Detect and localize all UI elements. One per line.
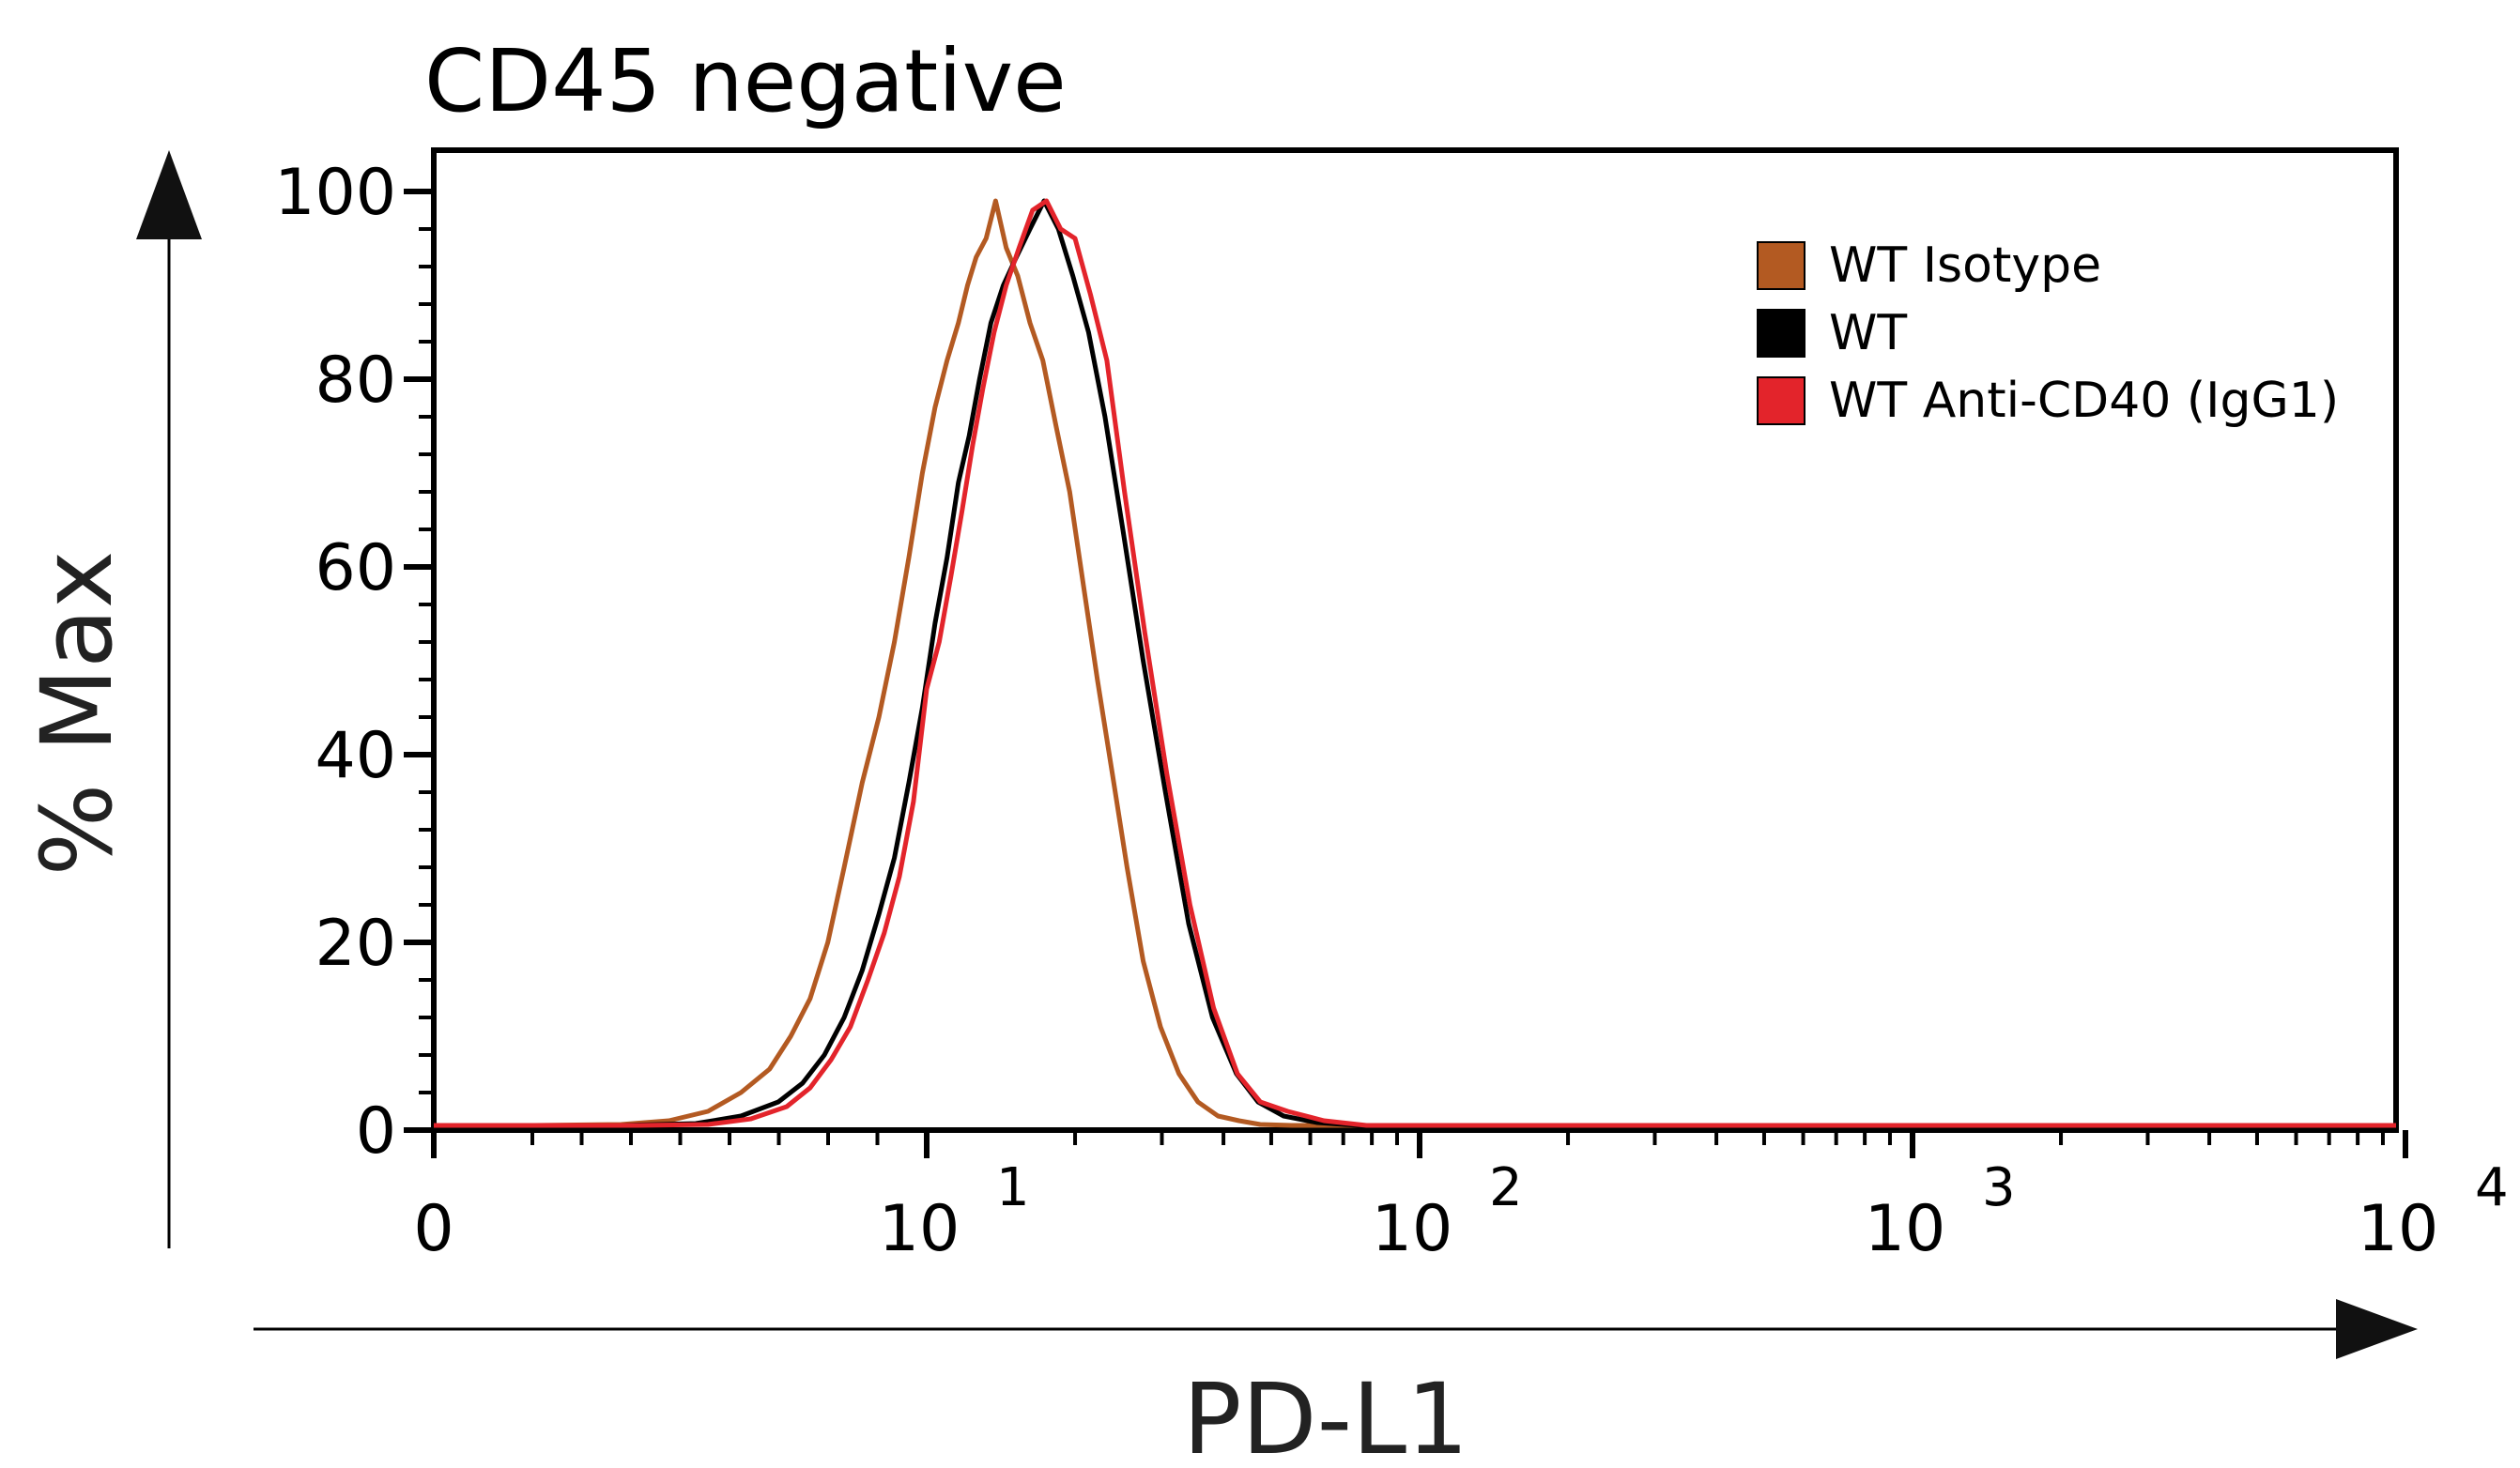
x-tick-label: 0 xyxy=(413,1192,453,1266)
x-tick-label: 10 xyxy=(2358,1192,2439,1266)
legend-swatch xyxy=(1757,241,1805,290)
x-axis-label: PD-L1 xyxy=(1183,1362,1468,1468)
x-tick-exponent: 4 xyxy=(2475,1157,2509,1218)
legend: WT Isotype WT WT Anti-CD40 (IgG1) xyxy=(1757,237,2339,429)
series-line-2 xyxy=(434,198,2396,1128)
y-tick-label: 20 xyxy=(315,907,396,981)
chart-title: CD45 negative xyxy=(424,31,1067,131)
legend-label: WT Anti-CD40 (IgG1) xyxy=(1829,373,2339,429)
y-axis-arrowhead xyxy=(136,150,202,239)
legend-swatch xyxy=(1757,309,1805,358)
y-axis-label: % Max xyxy=(20,551,134,877)
y-tick-label: 40 xyxy=(315,719,396,793)
x-tick-exponent: 2 xyxy=(1489,1157,1523,1218)
x-tick-label: 10 xyxy=(879,1192,960,1266)
y-tick-label: 60 xyxy=(315,531,396,605)
legend-swatch xyxy=(1757,376,1805,425)
x-tick-label: 10 xyxy=(1865,1192,1946,1266)
series-layer xyxy=(434,198,2396,1128)
legend-label: WT Isotype xyxy=(1829,237,2101,294)
series-line-1 xyxy=(434,198,2396,1128)
y-tick-label: 0 xyxy=(356,1094,396,1169)
y-tick-label: 100 xyxy=(274,156,396,230)
legend-label: WT xyxy=(1829,305,1907,361)
y-axis-ticks: 0 20 40 60 80 100 xyxy=(274,156,434,1169)
y-tick-label: 80 xyxy=(315,344,396,418)
x-axis-label-group: PD-L1 xyxy=(254,1299,2418,1468)
plot-frame xyxy=(431,147,2399,1133)
x-tick-exponent: 3 xyxy=(1982,1157,2016,1218)
x-axis-arrowhead xyxy=(2336,1299,2418,1359)
x-tick-exponent: 1 xyxy=(996,1157,1030,1218)
x-axis-ticks: 0 10 1 10 2 10 3 10 4 xyxy=(413,1130,2509,1266)
series-line-3 xyxy=(434,198,2396,1128)
y-axis-label-group: % Max xyxy=(20,150,202,1248)
x-tick-label: 10 xyxy=(1372,1192,1453,1266)
